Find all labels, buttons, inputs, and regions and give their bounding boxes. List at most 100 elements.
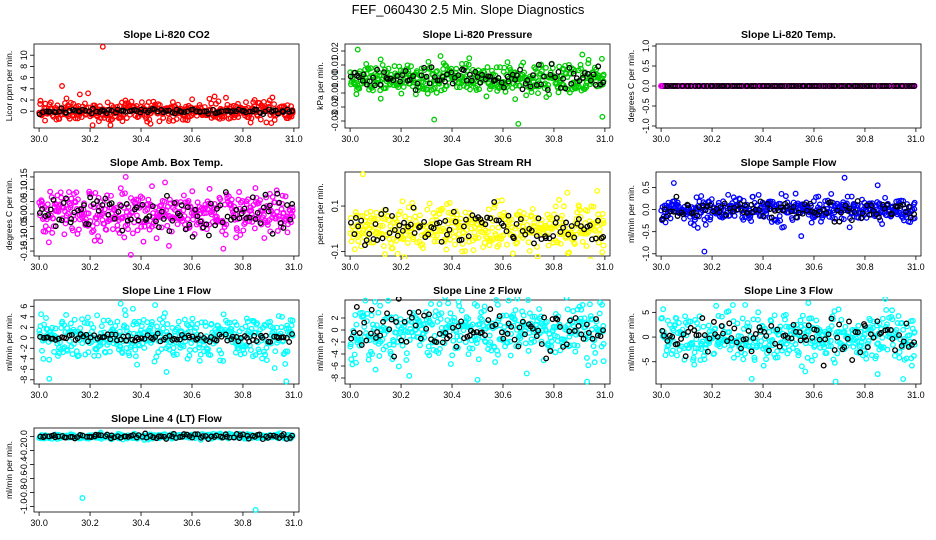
selected-point [390,77,397,84]
x-tick-label: 30.6 [805,390,823,400]
data-point [162,310,168,317]
start-point [658,82,665,90]
data-point [257,116,264,123]
selected-point [169,217,176,224]
data-point [352,209,359,216]
data-point [531,313,538,320]
selected-point [691,327,698,334]
data-point [73,189,80,196]
selected-point [382,206,389,213]
selected-point [878,329,885,336]
x-tick-label: 31.0 [285,518,303,528]
data-point [434,232,440,239]
selected-point [533,233,540,239]
data-point [690,354,697,361]
selected-point [397,78,404,85]
data-point [37,97,44,104]
selected-point [517,66,524,73]
selected-point [39,206,46,213]
selected-point [554,316,561,323]
selected-point [714,333,721,340]
data-point [409,200,416,206]
data-point [390,341,397,348]
x-tick-label: 30.0 [341,134,359,144]
selected-point [414,80,421,87]
data-point [521,69,528,76]
data-point [503,312,510,319]
selected-point [184,204,191,211]
selected-point [163,107,170,114]
data-point [198,319,205,326]
data-point [278,324,285,331]
data-point [173,116,180,122]
selected-point [566,328,573,335]
selected-point [752,331,759,337]
data-point [741,350,748,357]
data-point [181,316,188,323]
data-point [51,348,58,355]
selected-point [792,328,799,335]
outlier-point [372,366,379,373]
data-point [555,89,562,96]
selected-point [870,207,877,214]
selected-point [141,335,148,342]
x-tick-label: 31.0 [285,134,303,144]
selected-point [249,194,256,201]
data-point [416,212,423,219]
selected-point [701,332,708,339]
data-point [812,352,818,359]
data-point [571,342,578,349]
data-point [260,348,267,355]
data-point [668,351,675,357]
y-tick-label: -0.10 [19,228,29,249]
selected-point [417,223,424,230]
data-point [434,68,441,75]
y-tick-label: -0.6 [19,471,29,487]
data-point [552,349,559,356]
selected-point [410,73,417,80]
selected-point [911,83,918,89]
outlier-point [59,83,65,89]
selected-point [355,223,362,230]
data-point [71,216,78,223]
data-point [542,222,549,229]
data-point [476,86,483,93]
data-point [832,378,839,385]
selected-point [516,324,523,331]
data-point [63,312,70,318]
data-point [57,189,64,196]
selected-point [905,203,912,210]
data-point [701,356,708,363]
selected-point [667,208,674,215]
data-point [75,226,82,233]
data-point [236,189,243,195]
selected-point [846,83,853,89]
outlier-point [515,120,522,127]
selected-point [831,347,838,354]
data-point [141,345,148,351]
selected-point [870,83,877,89]
data-point [282,348,289,355]
data-point [478,316,485,323]
selected-point [860,83,867,89]
selected-point [37,333,44,340]
data-point [865,338,872,344]
x-tick-label: 30.8 [856,262,874,272]
data-point [596,226,603,233]
outlier-point [874,371,881,378]
data-point [456,303,463,309]
selected-point [779,83,786,89]
data-point [377,302,384,309]
y-tick-label: -0.15 [19,241,29,262]
selected-point [790,83,797,89]
selected-point [79,106,86,113]
data-point [353,321,360,328]
data-point [424,90,431,97]
data-point [69,227,76,234]
selected-point [253,106,260,113]
selected-point [544,87,551,93]
data-point [437,315,444,322]
selected-point [363,81,370,88]
selected-point [366,230,373,237]
